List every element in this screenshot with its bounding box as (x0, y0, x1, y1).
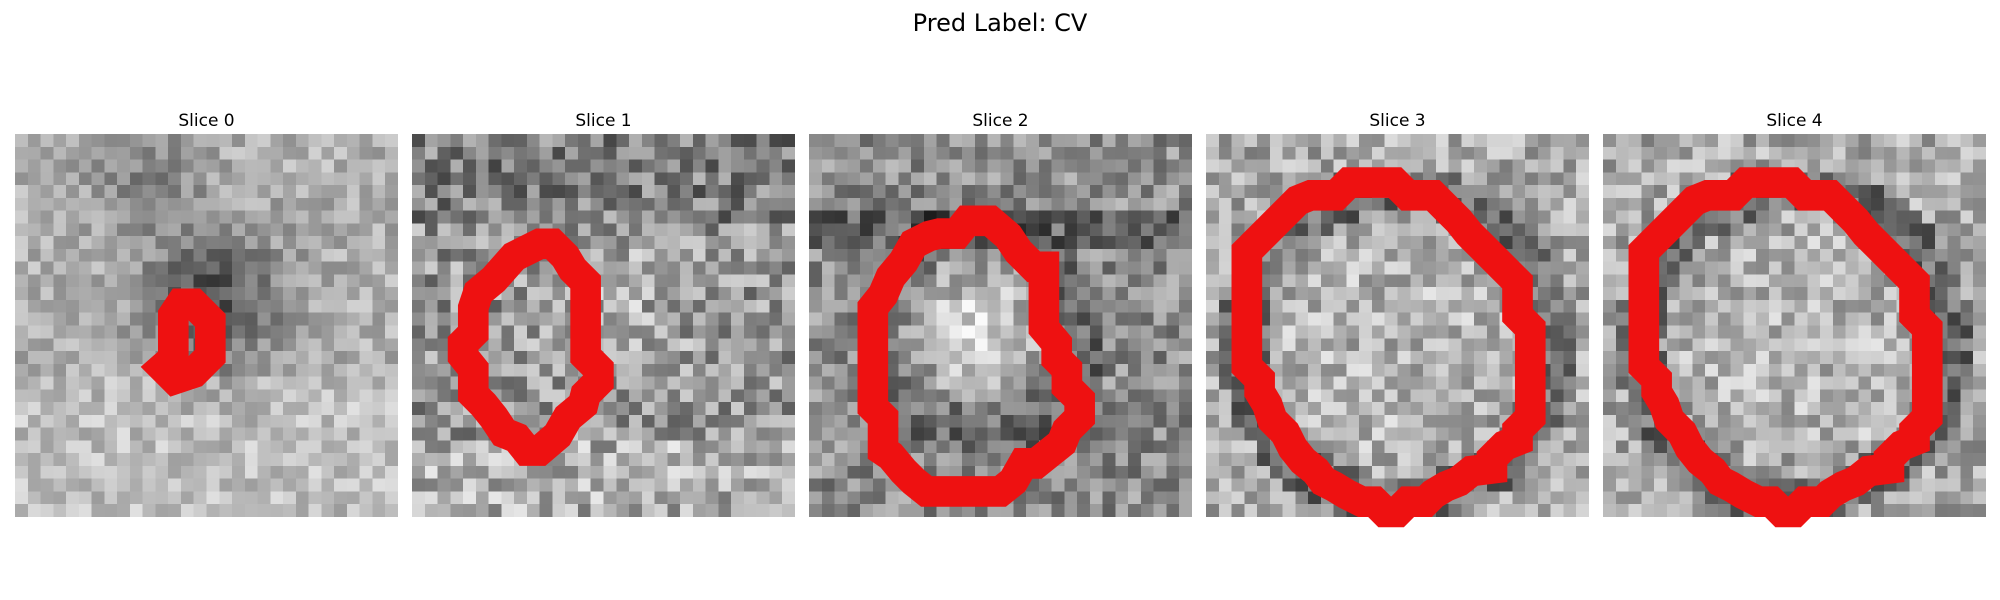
figure-title: Pred Label: CV (912, 9, 1088, 37)
contour-outline (857, 205, 1095, 507)
segmentation-overlay (1231, 167, 1546, 528)
contour-outline (140, 288, 226, 397)
slice-panel-2: Slice 2 (809, 108, 1192, 517)
slice-title: Slice 3 (1369, 111, 1426, 131)
segmentation-overlay (140, 288, 226, 397)
contour-outline (447, 228, 614, 466)
slice-panel-1: Slice 1 (412, 108, 795, 517)
slice-panel-3: Slice 3 (1206, 108, 1589, 528)
slice-title: Slice 1 (575, 111, 632, 131)
slice-title: Slice 4 (1766, 111, 1823, 131)
segmentation-overlay (1628, 167, 1943, 528)
slice-panel-0: Slice 0 (15, 108, 398, 517)
slice-title: Slice 2 (972, 111, 1029, 131)
slice-title: Slice 0 (178, 111, 235, 131)
segmentation-overlay (857, 205, 1095, 507)
contour-outline (1231, 167, 1546, 528)
slice-panel-4: Slice 4 (1603, 108, 1986, 528)
segmentation-overlay (447, 228, 614, 466)
contour-outline (1628, 167, 1943, 528)
